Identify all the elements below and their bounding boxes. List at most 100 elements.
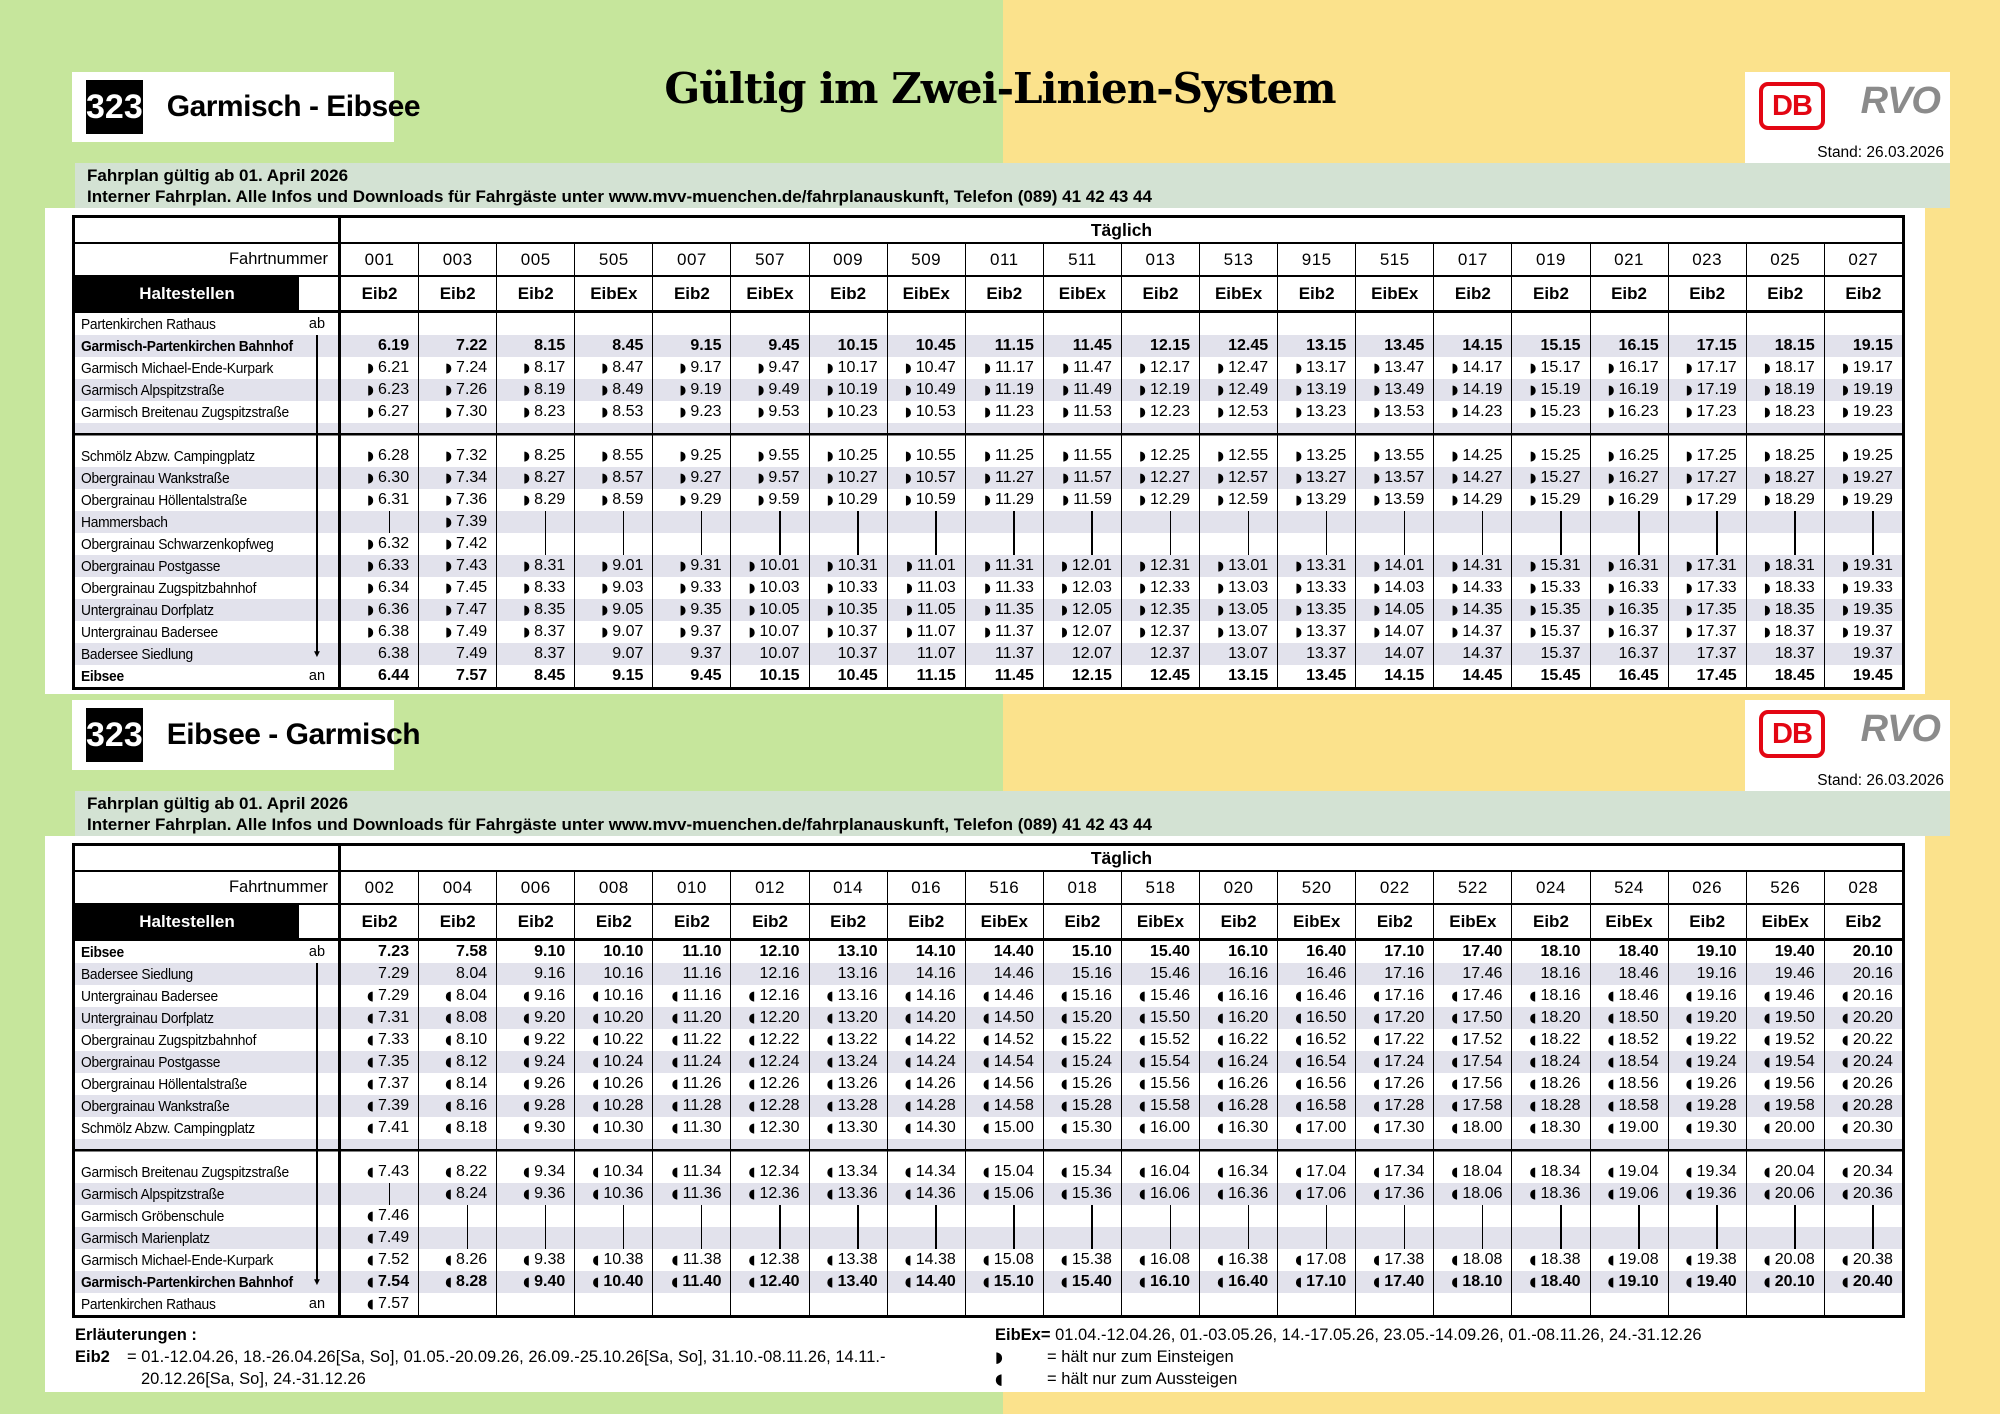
time-value: 17.46 — [1462, 987, 1503, 1004]
time-value: 14.25 — [1462, 447, 1503, 464]
time-cell — [1120, 1293, 1199, 1315]
legend-eib2-key: Eib2 — [75, 1348, 110, 1366]
time-value: 15.40 — [1071, 1273, 1112, 1290]
time-cell: ◖ 17.06 — [1277, 1183, 1355, 1205]
time-cell: ◗ 6.28 — [341, 445, 418, 467]
board-only-icon: ◗ — [601, 492, 609, 508]
alight-only-icon: ◖ — [523, 1120, 531, 1136]
vehicle-type-cell: Eib2 — [1823, 277, 1902, 310]
trip-number-cell: 021 — [1589, 244, 1668, 275]
board-only-icon: ◗ — [601, 580, 609, 596]
time-cell — [1120, 313, 1199, 335]
time-value: 19.58 — [1774, 1097, 1815, 1114]
time-cell: 14.40 — [964, 941, 1043, 963]
time-cell: ◖ 9.20 — [496, 1007, 574, 1029]
alight-only-icon: ◖ — [367, 1230, 374, 1246]
alight-only-icon: ◖ — [1139, 1120, 1146, 1136]
skip-line — [1560, 1227, 1562, 1249]
time-value: 18.35 — [1774, 601, 1815, 618]
alight-only-icon: ◖ — [1061, 1032, 1068, 1048]
time-cell: ◖ 20.28 — [1823, 1095, 1902, 1117]
time-cell — [1511, 1227, 1589, 1249]
alight-only-icon: ◖ — [367, 1164, 374, 1180]
alight-only-icon: ◖ — [523, 1164, 531, 1180]
time-value: 20.22 — [1852, 1031, 1893, 1048]
time-cell — [964, 533, 1043, 555]
time-cell: ◖ 14.38 — [886, 1249, 965, 1271]
time-value: 18.37 — [1774, 645, 1815, 662]
trip-number-cell: 016 — [886, 872, 965, 903]
board-only-icon: ◗ — [601, 602, 609, 618]
time-cell: ◖ 18.06 — [1433, 1183, 1511, 1205]
time-cell: ◗ 6.23 — [341, 379, 418, 401]
time-cell: ◖ 18.10 — [1433, 1271, 1511, 1293]
time-value: 17.37 — [1696, 645, 1737, 662]
time-cell: ◗ 10.25 — [808, 445, 887, 467]
vehicle-type-cell: Eib2 — [418, 905, 496, 938]
station-name-cell: Obergrainau Höllentalstraße — [75, 1073, 341, 1095]
route-line — [296, 357, 338, 379]
time-value: 11.20 — [682, 1009, 722, 1026]
time-cell: ◖ 11.22 — [652, 1029, 730, 1051]
time-value: 8.08 — [456, 1009, 488, 1026]
alight-only-icon: ◖ — [1451, 1076, 1459, 1092]
board-only-icon: ◗ — [1295, 580, 1303, 596]
time-value: 18.58 — [1618, 1097, 1659, 1114]
alight-only-icon: ◖ — [1529, 1120, 1537, 1136]
time-cell — [1823, 1293, 1902, 1315]
time-value: 6.36 — [377, 601, 410, 618]
time-value: 12.37 — [1149, 623, 1191, 640]
trip-number-cell: 511 — [1042, 244, 1121, 275]
skip-line — [857, 533, 859, 555]
time-cell: ◗ 8.37 — [496, 621, 574, 643]
time-cell: ◖ 18.22 — [1511, 1029, 1589, 1051]
time-value: 19.20 — [1696, 1009, 1737, 1026]
time-cell: ◗ 13.57 — [1355, 467, 1433, 489]
time-value: 15.26 — [1071, 1075, 1112, 1092]
alight-only-icon: ◖ — [445, 1252, 453, 1268]
time-value: 16.16 — [1228, 965, 1269, 982]
time-value: 17.20 — [1384, 1009, 1425, 1026]
time-cell: ◖ 15.06 — [964, 1183, 1043, 1205]
time-cell: 7.23 — [341, 941, 418, 963]
time-cell: 16.37 — [1589, 643, 1668, 665]
time-cell: 13.07 — [1199, 643, 1277, 665]
alight-only-icon: ◖ — [592, 1186, 600, 1202]
station-name: Eibsee — [81, 943, 124, 961]
alight-only-icon: ◖ — [982, 1098, 990, 1114]
time-cell — [964, 1227, 1043, 1249]
time-cell — [730, 313, 808, 335]
alight-only-icon: ◖ — [367, 1252, 374, 1268]
time-cell: ◗ 13.33 — [1277, 577, 1355, 599]
time-value: 11.19 — [994, 381, 1034, 398]
time-value: 8.45 — [534, 667, 566, 684]
time-cell: ◖ 19.04 — [1589, 1161, 1668, 1183]
time-value: 6.38 — [377, 645, 410, 662]
time-value: 15.52 — [1149, 1031, 1191, 1048]
station-name: Garmisch Alpspitzstraße — [81, 1185, 225, 1203]
board-only-icon: ◗ — [523, 558, 531, 574]
alight-only-icon: ◖ — [904, 1164, 912, 1180]
time-cell: ◗ 12.01 — [1042, 555, 1121, 577]
time-cell: ◖ 8.04 — [418, 985, 496, 1007]
station-name-cell: Garmisch Breitenau Zugspitzstraße — [75, 401, 341, 423]
info-line-valid: Fahrplan gültig ab 01. April 2026 — [87, 166, 349, 185]
time-value: 10.07 — [759, 645, 800, 662]
time-cell — [1433, 533, 1511, 555]
time-value: 14.46 — [993, 987, 1034, 1004]
time-value: 14.40 — [915, 1273, 956, 1290]
skip-line — [1325, 1227, 1328, 1249]
time-cell: 14.37 — [1433, 643, 1511, 665]
time-value: 19.10 — [1618, 1273, 1659, 1290]
time-value: 18.10 — [1540, 943, 1581, 960]
time-cell: 13.15 — [1199, 665, 1277, 687]
station-name: Garmisch Breitenau Zugspitzstraße — [81, 403, 289, 421]
time-cell: ◗ 6.33 — [341, 555, 418, 577]
board-only-icon: ◗ — [1139, 624, 1146, 640]
time-cell: ◗ 13.37 — [1277, 621, 1355, 643]
alight-only-icon: ◖ — [1529, 1186, 1537, 1202]
time-value: 12.16 — [759, 965, 800, 982]
time-value: 11.15 — [916, 667, 956, 684]
time-value: 9.25 — [690, 447, 722, 464]
time-value: 14.17 — [1462, 359, 1503, 376]
